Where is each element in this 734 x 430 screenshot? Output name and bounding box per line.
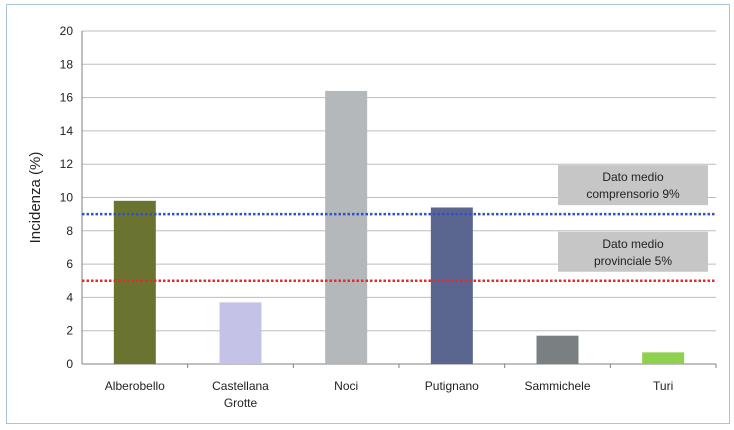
y-tick-label-6: 6 bbox=[66, 257, 73, 271]
reference-label-1: Dato medio provinciale 5% bbox=[594, 237, 672, 268]
reference-label-box-1 bbox=[558, 231, 708, 272]
bar-2 bbox=[325, 90, 368, 364]
y-tick-label-4: 4 bbox=[66, 290, 73, 304]
x-tick-label-2: Noci bbox=[334, 379, 358, 393]
reference-label-0: Dato medio comprensorio 9% bbox=[586, 170, 680, 201]
y-tick-label-8: 8 bbox=[66, 224, 73, 238]
y-tick-label-0: 0 bbox=[66, 357, 73, 371]
y-tick-label-16: 16 bbox=[60, 91, 74, 105]
y-tick-label-2: 2 bbox=[66, 324, 73, 338]
y-axis-label: Incidenza (%) bbox=[27, 152, 44, 244]
reference-label-box-0 bbox=[558, 165, 708, 206]
bar-0 bbox=[113, 200, 156, 364]
bar-4 bbox=[536, 335, 579, 364]
bar-5 bbox=[642, 352, 685, 364]
x-tick-label-4: Sammichele bbox=[524, 379, 590, 393]
x-tick-label-1: Castellana Grotte bbox=[212, 379, 269, 410]
x-tick-label-5: Turi bbox=[653, 379, 673, 393]
bar-3 bbox=[430, 207, 473, 364]
y-tick-label-20: 20 bbox=[60, 24, 74, 38]
x-tick-label-3: Putignano bbox=[425, 379, 479, 393]
y-tick-label-12: 12 bbox=[60, 157, 74, 171]
bar-1 bbox=[219, 302, 262, 364]
y-tick-label-18: 18 bbox=[60, 57, 74, 71]
y-tick-label-10: 10 bbox=[60, 191, 74, 205]
y-tick-label-14: 14 bbox=[60, 124, 74, 138]
x-tick-label-0: Alberobello bbox=[105, 379, 165, 393]
